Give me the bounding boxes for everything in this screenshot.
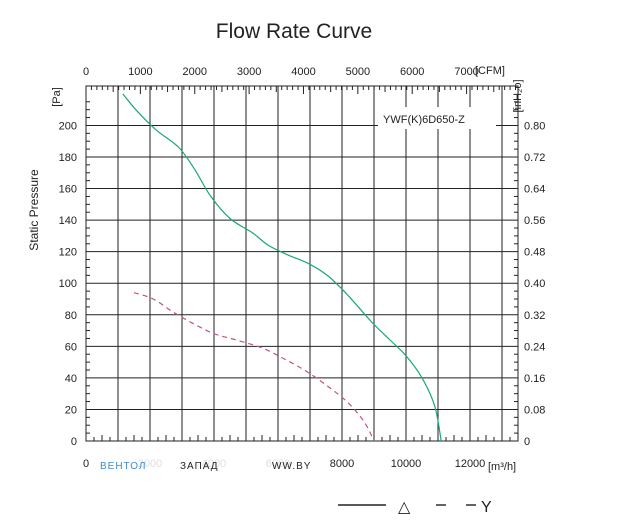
x2-tick-label: 5000 [346, 66, 370, 78]
y2-tick-label: 0 [524, 436, 530, 448]
legend-solid-symbol: △ [398, 499, 411, 516]
y2-axis-unit: [inH₂o] [512, 79, 524, 112]
x2-tick-label: 4000 [291, 66, 315, 78]
y2-tick-label: 0.56 [524, 215, 545, 227]
watermark: ВЕНТОЛ ЗАПАД WW.BY [96, 456, 316, 472]
chart-title: Flow Rate Curve [216, 20, 372, 43]
x2-axis-unit: [CFM] [475, 65, 505, 77]
x2-tick-label: 7000 [454, 66, 478, 78]
y-tick-label: 20 [65, 404, 77, 416]
legend: △ Y [338, 499, 492, 516]
watermark-part3: WW.BY [272, 461, 311, 472]
y-tick-label: 140 [59, 215, 77, 227]
x-tick-label: 12000 [455, 458, 486, 470]
y2-tick-label: 0.40 [524, 278, 545, 290]
y2-tick-label: 0.08 [524, 404, 545, 416]
series-line-solid [122, 93, 442, 442]
x2-tick-label: 1000 [128, 66, 152, 78]
y-tick-label: 80 [65, 310, 77, 322]
minor-ticks [85, 85, 519, 441]
series-line-dashed [133, 292, 375, 442]
y-tick-label: 120 [59, 247, 77, 259]
model-label: YWF(K)6D650-Z [383, 114, 465, 126]
y-tick-label: 0 [71, 436, 77, 448]
y-tick-label: 160 [59, 184, 77, 196]
series-layer [122, 93, 442, 442]
y-tick-label: 60 [65, 341, 77, 353]
y2-tick-label: 0.80 [524, 120, 545, 132]
legend-dashed-symbol: Y [481, 499, 492, 516]
watermark-part1: ВЕНТОЛ [100, 461, 146, 472]
y2-axis-tick-labels: 0 0.08 0.16 0.24 0.32 0.40 0.48 0.56 0.64 0.72 0.8… [524, 120, 545, 448]
y2-tick-label: 0.48 [524, 247, 545, 259]
x2-axis-tick-labels: 0 1000 2000 3000 4000 5000 6000 7000 [83, 66, 479, 78]
y2-tick-label: 0.72 [524, 152, 545, 164]
y-tick-label: 180 [59, 152, 77, 164]
y-tick-label: 100 [59, 278, 77, 290]
y2-tick-label: 0.16 [524, 373, 545, 385]
y2-tick-label: 0.64 [524, 184, 545, 196]
x-tick-label: 0 [83, 458, 89, 470]
y-axis-unit: [Pa] [51, 87, 63, 107]
x2-tick-label: 0 [83, 66, 89, 78]
x-tick-label: 8000 [330, 458, 354, 470]
y-axis-label: Static Pressure [27, 169, 41, 251]
model-label-bg [378, 107, 496, 129]
plot-frame [85, 85, 519, 442]
y-tick-label: 200 [59, 120, 77, 132]
x2-tick-label: 6000 [400, 66, 424, 78]
y2-tick-label: 0.32 [524, 310, 545, 322]
chart-grid [85, 85, 519, 442]
watermark-bg [96, 456, 316, 472]
x-tick-label: 10000 [391, 458, 422, 470]
y-tick-label: 40 [65, 373, 77, 385]
x2-tick-label: 3000 [237, 66, 261, 78]
watermark-part2: ЗАПАД [180, 461, 219, 472]
x2-tick-label: 2000 [182, 66, 206, 78]
y2-tick-label: 0.24 [524, 341, 545, 353]
x-axis-unit: [m³/h] [488, 461, 516, 473]
y-axis-tick-labels: 0 20 40 60 80 100 120 140 160 180 200 [59, 120, 77, 448]
